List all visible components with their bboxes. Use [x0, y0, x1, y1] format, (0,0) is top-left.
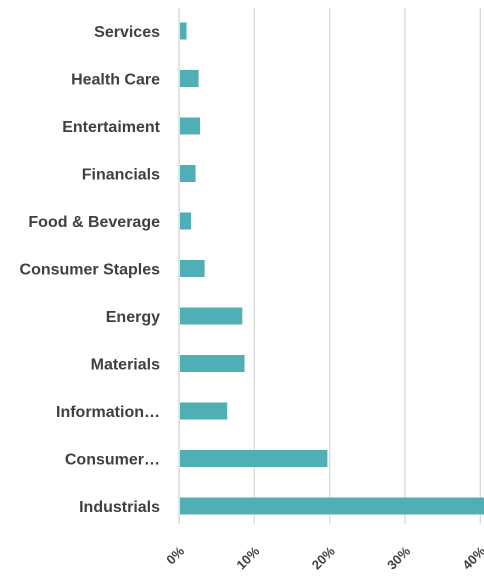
category-label: Energy — [106, 309, 160, 326]
bar — [180, 212, 192, 230]
category-label: Financials — [82, 167, 160, 184]
category-label: Entertaiment — [62, 119, 160, 136]
category-label: Services — [94, 24, 160, 41]
category-label: Food & Beverage — [28, 214, 160, 231]
category-label: Information… — [56, 404, 160, 421]
category-label: Materials — [91, 357, 160, 374]
bar — [180, 497, 484, 515]
x-tick-label: 10% — [233, 543, 262, 571]
x-tick-label: 30% — [384, 543, 413, 571]
bar — [180, 117, 201, 135]
category-labels: Services Health Care Entertaiment Financial… — [20, 24, 161, 516]
category-label: Consumer… — [65, 452, 160, 469]
category-label: Consumer Staples — [20, 262, 161, 279]
x-tick-labels: 0% 10% 20% 30% 40% — [163, 543, 484, 572]
x-tick-label: 20% — [309, 543, 338, 571]
bar — [180, 355, 245, 372]
bar — [180, 450, 328, 467]
bar — [180, 70, 199, 87]
category-label: Industrials — [79, 499, 160, 516]
bars — [180, 22, 484, 515]
x-tick-label: 0% — [163, 543, 187, 567]
x-tick-label: 40% — [459, 543, 484, 571]
bar — [180, 260, 205, 277]
category-label: Health Care — [71, 72, 160, 89]
bar — [180, 402, 228, 420]
gridlines — [178, 8, 481, 524]
bar — [180, 165, 196, 182]
bar — [180, 307, 243, 325]
bar — [180, 22, 187, 40]
